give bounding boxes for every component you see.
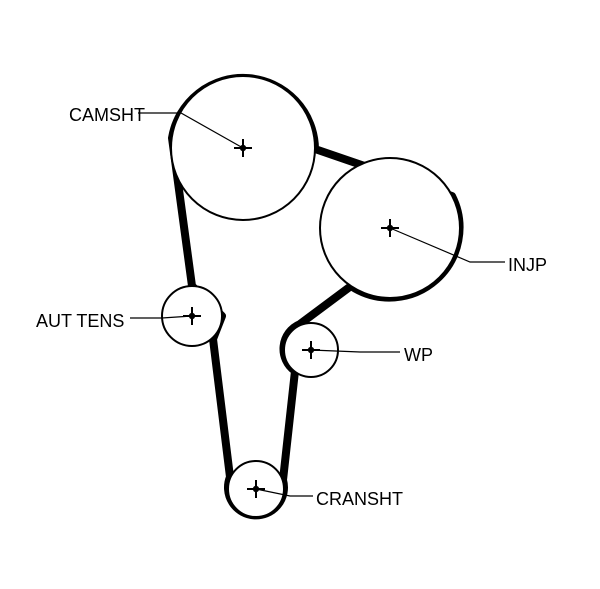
- label-aut_tens: AUT TENS: [36, 312, 124, 330]
- diagram-svg: [0, 0, 600, 589]
- label-wp: WP: [404, 346, 433, 364]
- label-injp: INJP: [508, 256, 547, 274]
- belt-diagram: CAMSHT INJP WP AUT TENS CRANSHT: [0, 0, 600, 589]
- label-cransht: CRANSHT: [316, 490, 403, 508]
- label-camsht: CAMSHT: [69, 106, 145, 124]
